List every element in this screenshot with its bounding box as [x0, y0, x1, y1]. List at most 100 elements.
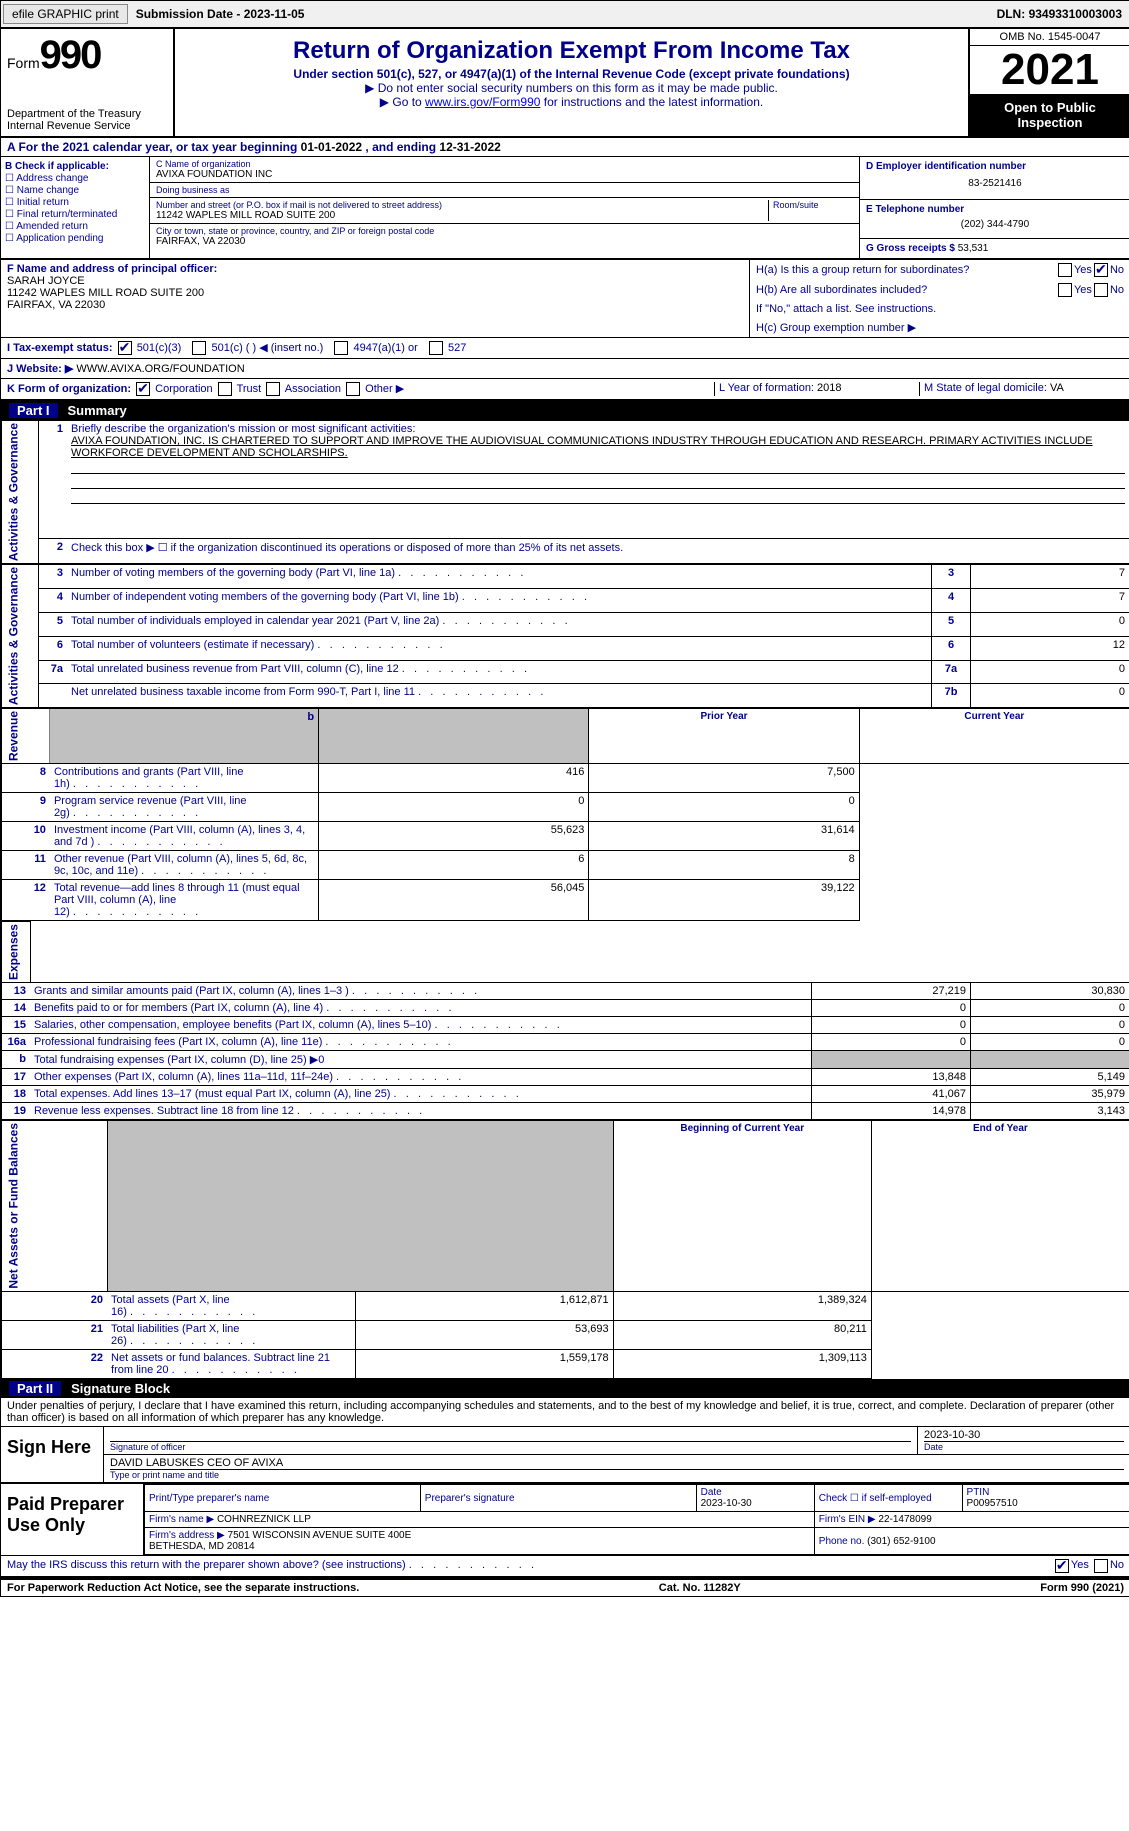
sidelabel-gov2: Activities & Governance	[2, 565, 39, 708]
form-subtitle: Under section 501(c), 527, or 4947(a)(1)…	[181, 67, 962, 81]
exp-desc: Total fundraising expenses (Part IX, col…	[30, 1051, 812, 1069]
chk-527[interactable]	[429, 341, 443, 355]
prep-sig-label: Preparer's signature	[420, 1485, 696, 1512]
exp-num: 13	[2, 983, 31, 1000]
street-value: 11242 WAPLES MILL ROAD SUITE 200	[156, 210, 768, 221]
chk-name-change[interactable]: ☐ Name change	[5, 185, 145, 196]
submission-date-label: Submission Date - 2023-11-05	[130, 7, 305, 21]
line-desc: Total unrelated business revenue from Pa…	[67, 660, 932, 684]
tax-year: 2021	[970, 46, 1129, 94]
footer-mid: Cat. No. 11282Y	[659, 1582, 741, 1594]
org-name-label: C Name of organization	[156, 159, 853, 169]
chk-amended[interactable]: ☐ Amended return	[5, 221, 145, 232]
chk-4947[interactable]	[334, 341, 348, 355]
preparer-block: Paid Preparer Use Only Print/Type prepar…	[1, 1484, 1129, 1556]
chk-trust[interactable]	[218, 382, 232, 396]
exp-prior: 13,848	[812, 1069, 971, 1086]
header-left: Form990 Department of the Treasury Inter…	[1, 29, 175, 136]
rev-num: 9	[2, 793, 50, 822]
rev-current: 8	[589, 851, 859, 880]
line-num: 7a	[39, 660, 68, 684]
net-table: Net Assets or Fund Balances Beginning of…	[1, 1120, 1129, 1379]
net-desc: Total liabilities (Part X, line 26)	[107, 1321, 355, 1350]
instr-2: ▶ Go to www.irs.gov/Form990 for instruct…	[181, 95, 962, 109]
chk-address-change[interactable]: ☐ Address change	[5, 173, 145, 184]
line-val: 12	[971, 636, 1129, 660]
rev-prior: 416	[319, 764, 589, 793]
exp-prior: 27,219	[812, 983, 971, 1000]
line-num: 4	[39, 589, 68, 613]
line-box: 5	[932, 612, 971, 636]
discuss-yes[interactable]	[1055, 1559, 1069, 1573]
rev-prior: 0	[319, 793, 589, 822]
ein-value: 83-2521416	[866, 172, 1124, 195]
efile-print-button[interactable]: efile GRAPHIC print	[3, 4, 128, 24]
line-box: 7b	[932, 684, 971, 708]
page-footer: For Paperwork Reduction Act Notice, see …	[1, 1578, 1129, 1596]
top-toolbar: efile GRAPHIC print Submission Date - 20…	[1, 1, 1129, 29]
rev-num: 11	[2, 851, 50, 880]
exp-num: b	[2, 1051, 31, 1069]
instr-1: ▶ Do not enter social security numbers o…	[181, 81, 962, 95]
city-label: City or town, state or province, country…	[156, 226, 853, 236]
h-a-yes[interactable]	[1058, 263, 1072, 277]
col-b-checkboxes: B Check if applicable: ☐ Address change …	[1, 157, 150, 258]
line-num: 5	[39, 612, 68, 636]
exp-desc: Grants and similar amounts paid (Part IX…	[30, 983, 812, 1000]
rev-current: 0	[589, 793, 859, 822]
exp-prior: 0	[812, 1017, 971, 1034]
prep-check-label: Check ☐ if self-employed	[814, 1485, 962, 1512]
chk-app-pending[interactable]: ☐ Application pending	[5, 233, 145, 244]
chk-final-return[interactable]: ☐ Final return/terminated	[5, 209, 145, 220]
row-klm: K Form of organization: Corporation Trus…	[1, 379, 1129, 401]
discuss-no[interactable]	[1094, 1559, 1108, 1573]
chk-corp[interactable]	[136, 382, 150, 396]
h-b-yes[interactable]	[1058, 283, 1072, 297]
exp-table: Expenses 13 Grants and similar amounts p…	[1, 921, 1129, 1120]
exp-current: 5,149	[971, 1069, 1129, 1086]
rev-num: 8	[2, 764, 50, 793]
sign-date-label: Date	[924, 1441, 1124, 1452]
org-name: AVIXA FOUNDATION INC	[156, 169, 853, 180]
summary-table: Activities & Governance 1 Briefly descri…	[1, 420, 1129, 564]
form-label: Form	[7, 55, 40, 71]
preparer-label: Paid Preparer Use Only	[1, 1484, 144, 1555]
perjury-text: Under penalties of perjury, I declare th…	[1, 1398, 1129, 1427]
chk-other[interactable]	[346, 382, 360, 396]
rev-num: 10	[2, 822, 50, 851]
exp-current: 35,979	[971, 1086, 1129, 1103]
gross-value: 53,531	[958, 243, 989, 254]
form-990-page: efile GRAPHIC print Submission Date - 20…	[0, 0, 1129, 1597]
open-inspection: Open to Public Inspection	[970, 94, 1129, 136]
exp-prior: 0	[812, 1034, 971, 1051]
col-d-ein: D Employer identification number 83-2521…	[860, 157, 1129, 258]
gross-label: G Gross receipts $	[866, 243, 958, 254]
h-b-no[interactable]	[1094, 283, 1108, 297]
chk-initial-return[interactable]: ☐ Initial return	[5, 197, 145, 208]
footer-right: Form 990 (2021)	[1040, 1582, 1124, 1594]
chk-501c[interactable]	[192, 341, 206, 355]
line-val: 7	[971, 589, 1129, 613]
sidelabel-rev: Revenue	[2, 709, 50, 764]
chk-501c3[interactable]	[118, 341, 132, 355]
rev-current: 39,122	[589, 880, 859, 921]
city-value: FAIRFAX, VA 22030	[156, 236, 853, 247]
h-c-label: H(c) Group exemption number ▶	[750, 318, 1129, 337]
exp-num: 16a	[2, 1034, 31, 1051]
irs-link[interactable]: www.irs.gov/Form990	[425, 95, 540, 109]
net-current: 1,389,324	[613, 1292, 871, 1321]
line-box: 3	[932, 565, 971, 589]
line-val: 0	[971, 684, 1129, 708]
col-end: End of Year	[871, 1121, 1129, 1292]
sign-here-label: Sign Here	[1, 1427, 104, 1482]
sign-date: 2023-10-30	[924, 1429, 1124, 1441]
chk-assoc[interactable]	[266, 382, 280, 396]
header-right: OMB No. 1545-0047 2021 Open to Public In…	[968, 29, 1129, 136]
sign-here-block: Sign Here Signature of officer 2023-10-3…	[1, 1427, 1129, 1484]
exp-desc: Revenue less expenses. Subtract line 18 …	[30, 1103, 812, 1120]
rev-desc: Contributions and grants (Part VIII, lin…	[50, 764, 319, 793]
net-desc: Net assets or fund balances. Subtract li…	[107, 1350, 355, 1379]
exp-prior: 41,067	[812, 1086, 971, 1103]
rev-prior: 6	[319, 851, 589, 880]
h-a-no[interactable]	[1094, 263, 1108, 277]
